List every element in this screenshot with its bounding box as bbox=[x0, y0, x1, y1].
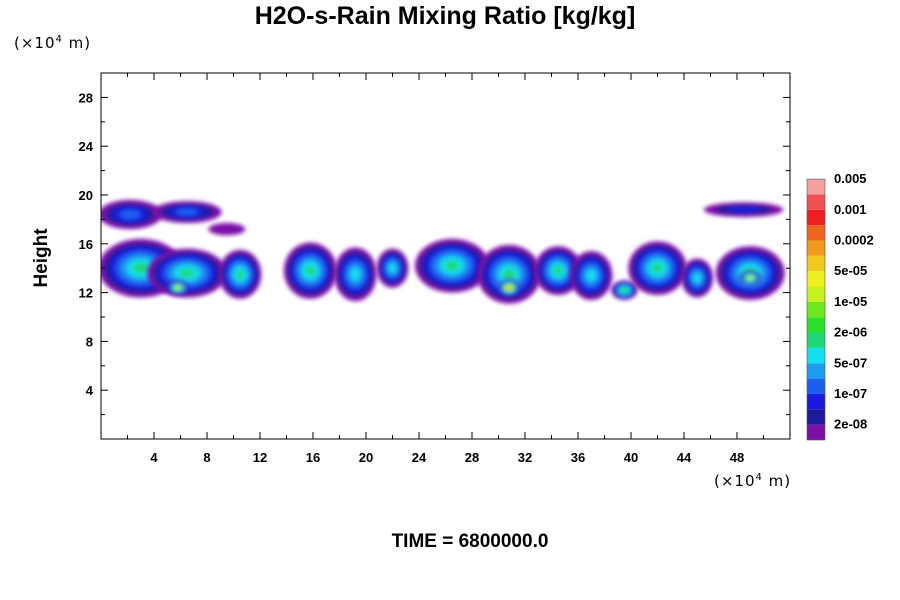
y-tick-label: 4 bbox=[86, 383, 94, 398]
colorbar-frame bbox=[806, 178, 826, 441]
colorbar-swatch bbox=[807, 209, 825, 226]
cloud-contour-level-7 bbox=[622, 288, 627, 292]
cloud-contour-level-5 bbox=[693, 273, 701, 283]
cloud-contour-level-3 bbox=[176, 208, 199, 216]
colorbar-label: 0.0002 bbox=[834, 232, 874, 247]
x-axis-unit-label: (×104 m) bbox=[714, 472, 792, 490]
x-tick-label: 24 bbox=[412, 450, 427, 465]
y-tick-label: 28 bbox=[79, 90, 93, 105]
cloud-blob bbox=[218, 249, 262, 299]
y-axis-unit-label: (×104 m) bbox=[14, 34, 92, 52]
cloud-contour-level-6 bbox=[305, 265, 316, 276]
colorbar-label: 0.001 bbox=[834, 202, 867, 217]
colorbar-swatch bbox=[807, 301, 825, 318]
cloud-blob bbox=[334, 247, 377, 302]
chart-title: H2O-s-Rain Mixing Ratio [kg/kg] bbox=[254, 2, 636, 30]
y-tick-label: 8 bbox=[86, 334, 93, 349]
colorbar-swatch bbox=[807, 225, 825, 241]
cloud-contour-level-6 bbox=[236, 269, 245, 279]
cloud-blob bbox=[681, 258, 714, 298]
cloud-blob bbox=[534, 246, 582, 296]
time-footer: TIME = 6800000.0 bbox=[391, 531, 549, 552]
colorbar-label: 5e-05 bbox=[834, 263, 867, 278]
x-tick-label: 12 bbox=[253, 450, 267, 465]
colorbar-swatch bbox=[807, 286, 825, 302]
plot-area-content bbox=[101, 199, 785, 304]
cloud-blob bbox=[101, 199, 162, 230]
y-tick-label: 20 bbox=[79, 188, 93, 203]
cloud-contour-level-5 bbox=[389, 263, 396, 273]
cloud-blob bbox=[376, 248, 409, 288]
cloud-blob bbox=[208, 223, 246, 236]
cloud-contour-level-10 bbox=[748, 276, 752, 280]
colorbar-swatch bbox=[807, 194, 825, 210]
colorbar-swatch bbox=[807, 271, 825, 287]
cloud-contour-level-2 bbox=[727, 206, 760, 213]
cloud-contour-level-5 bbox=[350, 268, 361, 281]
cloud-contour-level-6 bbox=[553, 266, 563, 276]
cloud-contour-level-3 bbox=[120, 209, 141, 220]
y-tick-label: 24 bbox=[79, 139, 94, 154]
cloud-blob bbox=[283, 242, 337, 299]
colorbar-swatch bbox=[807, 317, 825, 333]
x-tick-label: 8 bbox=[203, 450, 210, 465]
cloud-contour-level-6 bbox=[132, 262, 149, 274]
colorbar-label: 2e-06 bbox=[834, 325, 867, 340]
colorbar-label: 1e-05 bbox=[834, 294, 867, 309]
x-tick-label: 32 bbox=[518, 450, 532, 465]
cloud-contour-level-12 bbox=[507, 286, 511, 289]
cloud-contour-level-6 bbox=[651, 263, 664, 274]
y-tick-label: 12 bbox=[79, 286, 93, 301]
cloud-contour-level-10 bbox=[176, 286, 180, 289]
colorbar-swatch bbox=[807, 347, 825, 364]
colorbar-label: 2e-08 bbox=[834, 417, 867, 432]
x-tick-label: 48 bbox=[730, 450, 744, 465]
colorbar-label: 0.005 bbox=[834, 171, 867, 186]
cloud-blob bbox=[152, 201, 222, 224]
cloud-contour-level-0 bbox=[208, 223, 246, 236]
colorbar-swatch bbox=[807, 393, 825, 410]
cloud-blob bbox=[611, 280, 638, 300]
x-tick-label: 40 bbox=[624, 450, 638, 465]
colorbar-swatch bbox=[807, 179, 825, 195]
colorbar-swatch bbox=[807, 240, 825, 256]
y-tick-label: 16 bbox=[79, 237, 93, 252]
colorbar-label: 5e-07 bbox=[834, 355, 867, 370]
colorbar: 2e-08 1e-07 5e-07 2e-06 1e-05 5e-05 0.0002 0.00… bbox=[806, 171, 874, 441]
x-tick-label: 28 bbox=[465, 450, 479, 465]
x-tick-label: 20 bbox=[359, 450, 373, 465]
colorbar-swatch bbox=[807, 409, 825, 425]
x-tick-label: 4 bbox=[150, 450, 158, 465]
cloud-blob bbox=[167, 280, 189, 296]
colorbar-swatch bbox=[807, 255, 825, 272]
x-tick-label: 16 bbox=[306, 450, 320, 465]
cloud-blob bbox=[739, 270, 761, 286]
colorbar-swatch bbox=[807, 363, 825, 379]
colorbar-swatch bbox=[807, 332, 825, 348]
colorbar-swatch bbox=[807, 424, 825, 440]
cloud-contour-level-6 bbox=[503, 268, 516, 280]
cloud-blob bbox=[498, 279, 520, 297]
colorbar-swatch bbox=[807, 378, 825, 394]
x-tick-label: 36 bbox=[571, 450, 585, 465]
cloud-blob bbox=[477, 245, 541, 304]
cloud-contour-level-5 bbox=[586, 270, 596, 281]
cloud-blob bbox=[628, 241, 687, 296]
colorbar-label: 1e-07 bbox=[834, 386, 867, 401]
cloud-blob bbox=[570, 251, 613, 300]
cloud-blob bbox=[703, 202, 784, 217]
cloud-contour-level-6 bbox=[445, 260, 460, 271]
cloud-blob bbox=[415, 238, 490, 293]
cloud-contour-level-6 bbox=[179, 268, 195, 278]
x-tick-label: 44 bbox=[677, 450, 692, 465]
